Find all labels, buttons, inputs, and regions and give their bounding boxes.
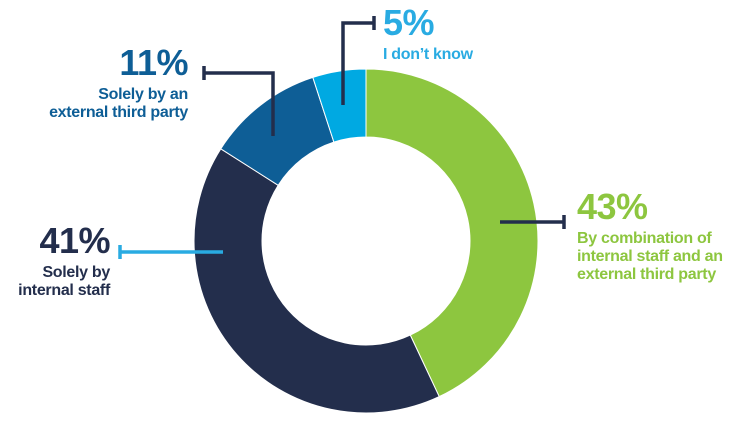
callout-external-third-party: 11% Solely by an external third party bbox=[49, 45, 188, 122]
percent-dont-know: 5% bbox=[383, 2, 435, 43]
donut-slice-1 bbox=[193, 148, 440, 414]
donut-slice-0 bbox=[365, 68, 539, 398]
label-line: Solely by bbox=[42, 264, 110, 281]
label-line: Solely by an bbox=[98, 86, 188, 103]
percent-internal-staff: 41% bbox=[39, 220, 110, 261]
label-line: external third party bbox=[49, 104, 188, 121]
leader-line-internal-staff bbox=[118, 245, 223, 259]
callout-dont-know: 5% I don’t know bbox=[383, 5, 473, 64]
leader-line-external-third-party bbox=[202, 66, 275, 136]
percent-external-third-party: 11% bbox=[119, 42, 188, 83]
label-line: internal staff and an bbox=[577, 248, 723, 265]
callout-internal-staff: 41% Solely by internal staff bbox=[18, 223, 110, 300]
donut-slices bbox=[193, 68, 539, 414]
label-line: By combination of bbox=[577, 230, 712, 247]
label-line: external third party bbox=[577, 266, 716, 283]
label-line: I don’t know bbox=[383, 46, 473, 63]
callout-combination: 43% By combination of internal staff and… bbox=[577, 189, 723, 284]
donut-slice-3 bbox=[312, 68, 367, 143]
label-line: internal staff bbox=[18, 282, 110, 299]
leader-line-dont-know bbox=[341, 16, 376, 105]
percent-combination: 43% bbox=[577, 186, 648, 227]
leader-line-combination bbox=[500, 215, 566, 229]
